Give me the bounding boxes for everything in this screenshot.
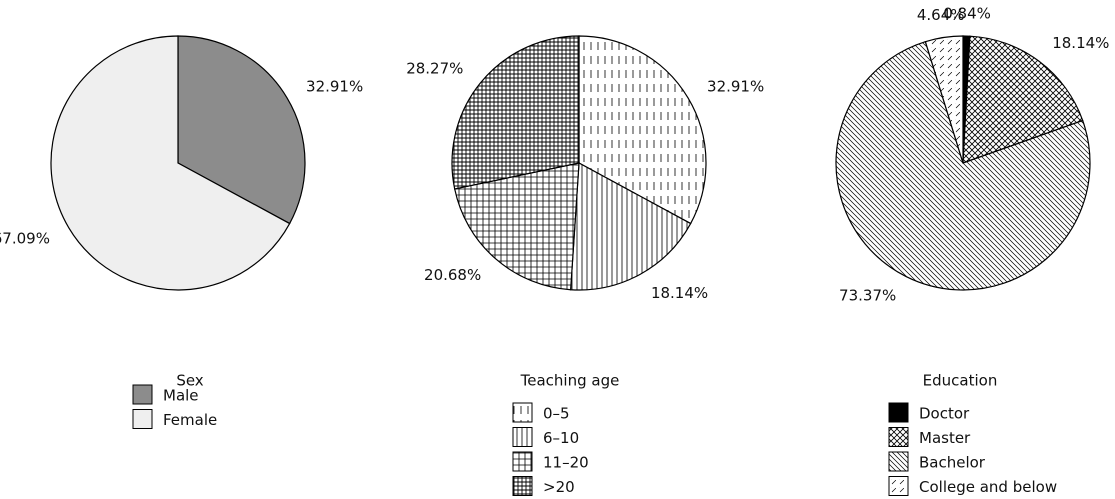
- legend-label: Bachelor: [919, 454, 986, 472]
- legend-swatch: [888, 451, 909, 472]
- slice-label: 32.91%: [707, 77, 764, 95]
- legend-label: 0–5: [543, 405, 570, 423]
- pie-slice: [50, 35, 291, 291]
- pie-slice: [177, 35, 306, 225]
- slice-label: 67.09%: [0, 230, 50, 248]
- slice-label: 73.37%: [839, 287, 896, 305]
- slice-label: 28.27%: [406, 60, 463, 78]
- pie-slice: [578, 35, 707, 225]
- pie-slice: [835, 40, 1091, 291]
- legend-swatch: [888, 427, 909, 447]
- legend-label: Female: [163, 411, 217, 429]
- legend-label: Male: [163, 387, 199, 405]
- pie-slice: [924, 35, 964, 164]
- slice-label: 20.68%: [424, 266, 481, 284]
- legend-swatch: [512, 402, 533, 423]
- legend-swatch: [512, 427, 533, 447]
- pie-slice: [451, 35, 580, 190]
- slice-label: 18.14%: [1052, 34, 1109, 52]
- slice-label: 32.91%: [306, 77, 363, 95]
- legend-label: College and below: [919, 478, 1057, 496]
- legend-swatch: [888, 476, 909, 496]
- legend-label: 6–10: [543, 429, 579, 447]
- legend-swatch: [132, 409, 153, 429]
- legend-title: Teaching age: [520, 372, 620, 390]
- slice-label: 0.84%: [943, 5, 991, 23]
- pie-slice: [962, 35, 1084, 164]
- legend-title: Education: [923, 372, 998, 390]
- pie-slice: [453, 162, 580, 291]
- legend-swatch: [512, 451, 533, 472]
- slice-label: 4.64%: [917, 6, 965, 24]
- legend-label: Master: [919, 429, 971, 447]
- legend-label: Doctor: [919, 405, 970, 423]
- pie-slice: [569, 162, 692, 291]
- legend-swatch: [512, 476, 533, 496]
- legend-swatch: [132, 384, 153, 405]
- legend-swatch: [888, 402, 909, 423]
- legend-title: Sex: [176, 372, 203, 390]
- slice-label: 18.14%: [651, 284, 708, 302]
- legend-label: >20: [543, 478, 575, 496]
- legend-label: 11–20: [543, 454, 589, 472]
